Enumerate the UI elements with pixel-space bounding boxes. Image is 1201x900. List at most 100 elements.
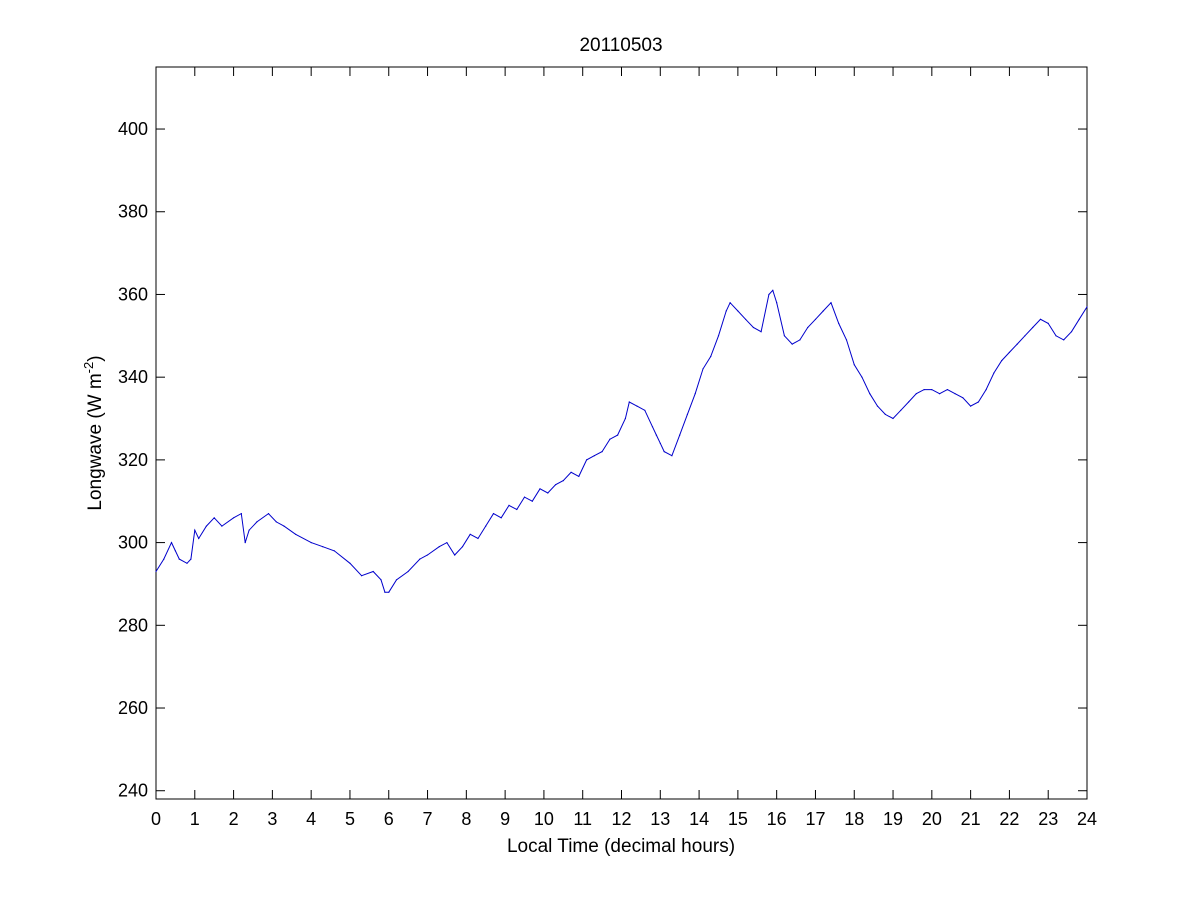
data-point — [617, 434, 619, 436]
data-point — [861, 376, 863, 378]
data-point — [694, 393, 696, 395]
data-point — [624, 417, 627, 420]
data-point — [485, 525, 487, 527]
data-point — [244, 542, 246, 544]
data-point — [1032, 326, 1034, 329]
data-point — [570, 471, 572, 473]
data-point — [1063, 339, 1065, 341]
data-point — [1039, 318, 1042, 320]
data-point — [248, 529, 250, 531]
data-point — [939, 393, 941, 395]
data-point — [671, 455, 673, 457]
data-point — [508, 504, 510, 506]
x-tick-label: 1 — [190, 809, 200, 829]
x-tick-label: 21 — [961, 809, 981, 829]
data-point — [601, 451, 603, 453]
data-point — [388, 591, 390, 593]
data-point — [655, 434, 658, 436]
data-point — [710, 355, 712, 358]
data-point — [283, 525, 285, 527]
data-point — [205, 525, 207, 527]
data-point — [1055, 335, 1057, 337]
x-tick-label: 22 — [999, 809, 1019, 829]
x-tick-label: 16 — [767, 809, 787, 829]
data-point — [772, 289, 774, 291]
data-point — [1047, 322, 1049, 324]
data-point — [717, 335, 720, 337]
chart-title: 20110503 — [579, 35, 662, 56]
data-point — [702, 368, 704, 370]
data-point — [1078, 318, 1080, 320]
data-point — [190, 558, 192, 560]
data-point — [628, 401, 630, 403]
x-tick-label: 11 — [573, 809, 592, 829]
data-point — [791, 343, 793, 345]
data-point — [170, 542, 173, 544]
x-tick-label: 17 — [805, 809, 825, 829]
data-point — [659, 442, 661, 444]
data-point — [174, 550, 176, 552]
y-tick-label: 260 — [118, 698, 148, 718]
data-point — [454, 554, 456, 556]
data-point — [977, 401, 980, 403]
data-point — [644, 409, 646, 411]
data-point — [946, 389, 949, 391]
data-point — [962, 397, 964, 399]
x-axis-label: Local Time (decimal hours) — [507, 836, 735, 857]
data-point — [853, 364, 855, 366]
x-tick-label: 23 — [1038, 809, 1058, 829]
data-point — [275, 521, 277, 523]
data-point — [838, 322, 840, 324]
data-point — [729, 302, 731, 304]
y-axis-label-superscript: -2 — [81, 362, 96, 374]
data-point — [985, 389, 987, 391]
data-point — [380, 579, 382, 581]
x-tick-label: 5 — [345, 809, 355, 829]
y-axis-label-suffix: ) — [85, 355, 106, 361]
data-point — [477, 537, 479, 540]
data-point — [799, 339, 801, 341]
x-tick-label: 4 — [306, 809, 316, 829]
data-point — [372, 570, 374, 573]
data-point — [970, 405, 972, 407]
tick-labels: 0 1 2 3 4 5 6 7 8 9 10 11 12 13 14 15 16 17 18 19 20 21 22 23 24… — [118, 119, 1097, 829]
data-point — [768, 293, 770, 296]
data-point — [555, 484, 557, 486]
data-point — [807, 326, 809, 329]
data-point — [1024, 335, 1026, 337]
data-point — [593, 455, 595, 457]
x-tick-label: 18 — [844, 809, 864, 829]
data-point — [523, 496, 526, 498]
data-point — [651, 426, 654, 428]
x-tick-label: 15 — [728, 809, 748, 829]
data-point — [155, 570, 157, 573]
data-point — [725, 310, 727, 312]
x-tick-label: 7 — [423, 809, 433, 829]
axis-ticks — [155, 67, 1088, 799]
y-tick-label: 360 — [118, 284, 148, 304]
data-point — [1070, 331, 1073, 333]
data-point — [194, 529, 196, 531]
data-point — [915, 393, 917, 395]
x-tick-label: 2 — [229, 809, 239, 829]
x-tick-label: 19 — [883, 809, 903, 829]
x-tick-label: 10 — [534, 809, 554, 829]
y-tick-label: 380 — [118, 202, 148, 222]
data-point — [221, 525, 223, 527]
y-axis-label-prefix: Longwave (W m — [85, 373, 106, 510]
data-point — [931, 389, 933, 391]
data-point — [333, 550, 335, 552]
data-point — [349, 562, 351, 564]
data-point — [869, 393, 871, 395]
data-point — [1001, 360, 1003, 362]
y-tick-label: 280 — [118, 615, 148, 635]
data-point — [562, 480, 564, 482]
y-tick-label: 340 — [118, 367, 148, 387]
data-point — [267, 513, 270, 515]
data-point — [822, 310, 824, 312]
data-point — [395, 579, 398, 581]
longwave-series-line — [155, 289, 1088, 593]
data-point — [679, 434, 681, 436]
data-point — [892, 417, 894, 420]
data-point — [814, 318, 817, 320]
